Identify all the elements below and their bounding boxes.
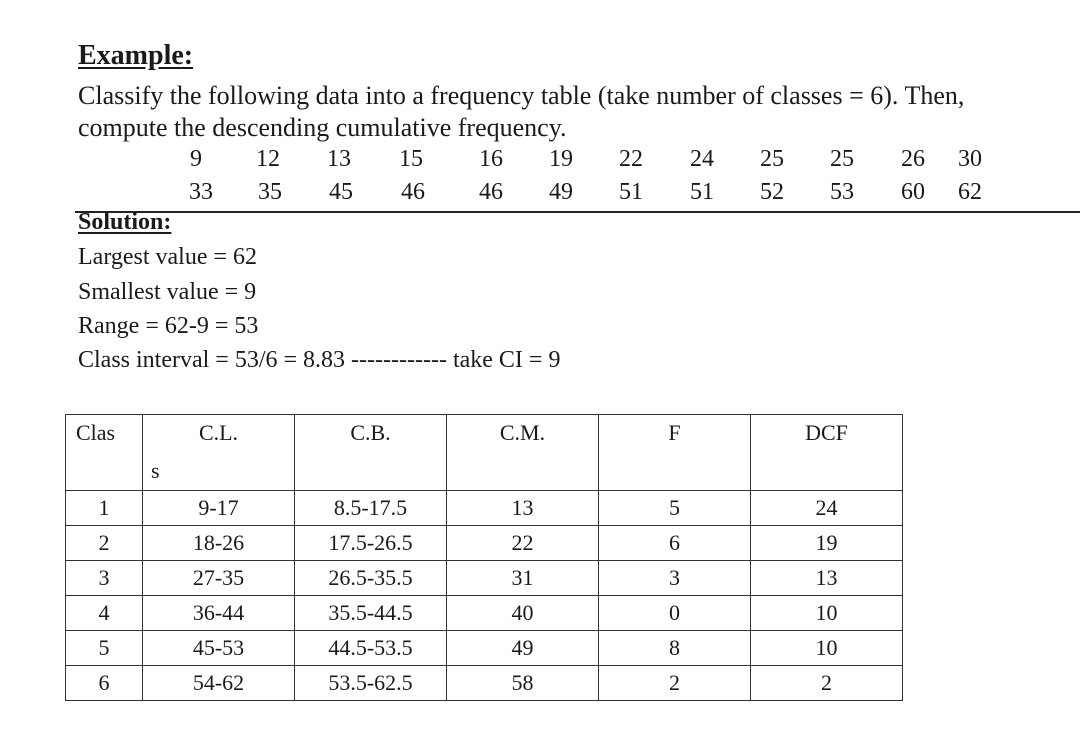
largest-value-line: Largest value = 62 (78, 244, 258, 270)
data-value: 16 (479, 146, 503, 172)
table-header-row: Clas C.L. C.B. C.M. F DCF (65, 414, 903, 491)
cell-class: 6 (65, 665, 143, 701)
header-frequency: F (598, 414, 751, 491)
data-value: 12 (256, 146, 280, 172)
horizontal-rule (75, 211, 1080, 213)
cell-cl: 27-35 (142, 560, 295, 596)
header-class-boundaries: C.B. (294, 414, 447, 491)
cell-class: 1 (65, 490, 143, 526)
table-row: 4 36-44 35.5-44.5 40 0 10 (65, 595, 903, 631)
header-class-midpoint: C.M. (446, 414, 599, 491)
cell-cl: 9-17 (142, 490, 295, 526)
instruction-line-1: Classify the following data into a frequ… (78, 81, 965, 110)
data-value: 52 (760, 179, 784, 205)
cell-cb: 35.5-44.5 (294, 595, 447, 631)
solution-heading: Solution: (78, 209, 172, 235)
data-value: 46 (479, 179, 503, 205)
cell-cm: 40 (446, 595, 599, 631)
header-class: Clas (65, 414, 143, 491)
cell-dcf: 2 (750, 665, 903, 701)
cell-class: 3 (65, 560, 143, 596)
cell-class: 4 (65, 595, 143, 631)
cell-f: 3 (598, 560, 751, 596)
header-dcf: DCF (750, 414, 903, 491)
frequency-table: Clas C.L. C.B. C.M. F DCF 1 9-17 8.5-17.… (65, 414, 903, 701)
cell-cb: 44.5-53.5 (294, 630, 447, 666)
cell-cl: 45-53 (142, 630, 295, 666)
cell-dcf: 13 (750, 560, 903, 596)
cell-f: 8 (598, 630, 751, 666)
cell-class: 5 (65, 630, 143, 666)
cell-cb: 17.5-26.5 (294, 525, 447, 561)
header-class-limits: C.L. (142, 414, 295, 491)
data-value: 51 (619, 179, 643, 205)
cell-f: 2 (598, 665, 751, 701)
cell-class: 2 (65, 525, 143, 561)
header-class-wrap-letter: s (151, 458, 160, 483)
cell-f: 0 (598, 595, 751, 631)
cell-cm: 58 (446, 665, 599, 701)
cell-cl: 18-26 (142, 525, 295, 561)
class-interval-line: Class interval = 53/6 = 8.83 -----------… (78, 347, 561, 373)
data-value: 26 (901, 146, 925, 172)
data-value: 60 (901, 179, 925, 205)
instruction-line-2: compute the descending cumulative freque… (78, 113, 567, 142)
cell-cb: 53.5-62.5 (294, 665, 447, 701)
data-value: 13 (327, 146, 351, 172)
data-value: 30 (958, 146, 982, 172)
table-row: 6 54-62 53.5-62.5 58 2 2 (65, 665, 903, 701)
data-value: 46 (401, 179, 425, 205)
data-value: 24 (690, 146, 714, 172)
data-value: 25 (760, 146, 784, 172)
cell-dcf: 19 (750, 525, 903, 561)
smallest-value-line: Smallest value = 9 (78, 279, 257, 305)
cell-dcf: 10 (750, 595, 903, 631)
cell-dcf: 24 (750, 490, 903, 526)
cell-cm: 49 (446, 630, 599, 666)
data-value: 19 (549, 146, 573, 172)
table-row: 3 27-35 26.5-35.5 31 3 13 (65, 560, 903, 596)
data-value: 51 (690, 179, 714, 205)
cell-cm: 13 (446, 490, 599, 526)
range-line: Range = 62-9 = 53 (78, 313, 259, 339)
cell-cb: 26.5-35.5 (294, 560, 447, 596)
cell-cb: 8.5-17.5 (294, 490, 447, 526)
cell-dcf: 10 (750, 630, 903, 666)
cell-cl: 54-62 (142, 665, 295, 701)
data-value: 45 (329, 179, 353, 205)
data-value: 33 (189, 179, 213, 205)
cell-cm: 22 (446, 525, 599, 561)
data-value: 15 (399, 146, 423, 172)
cell-f: 5 (598, 490, 751, 526)
data-value: 22 (619, 146, 643, 172)
example-heading: Example: (78, 40, 194, 71)
table-row: 2 18-26 17.5-26.5 22 6 19 (65, 525, 903, 561)
data-value: 25 (830, 146, 854, 172)
data-value: 49 (549, 179, 573, 205)
cell-cm: 31 (446, 560, 599, 596)
cell-f: 6 (598, 525, 751, 561)
data-value: 35 (258, 179, 282, 205)
table-row: 5 45-53 44.5-53.5 49 8 10 (65, 630, 903, 666)
data-value: 53 (830, 179, 854, 205)
data-value: 62 (958, 179, 982, 205)
data-value: 9 (190, 146, 202, 172)
cell-cl: 36-44 (142, 595, 295, 631)
table-row: 1 9-17 8.5-17.5 13 5 24 (65, 490, 903, 526)
